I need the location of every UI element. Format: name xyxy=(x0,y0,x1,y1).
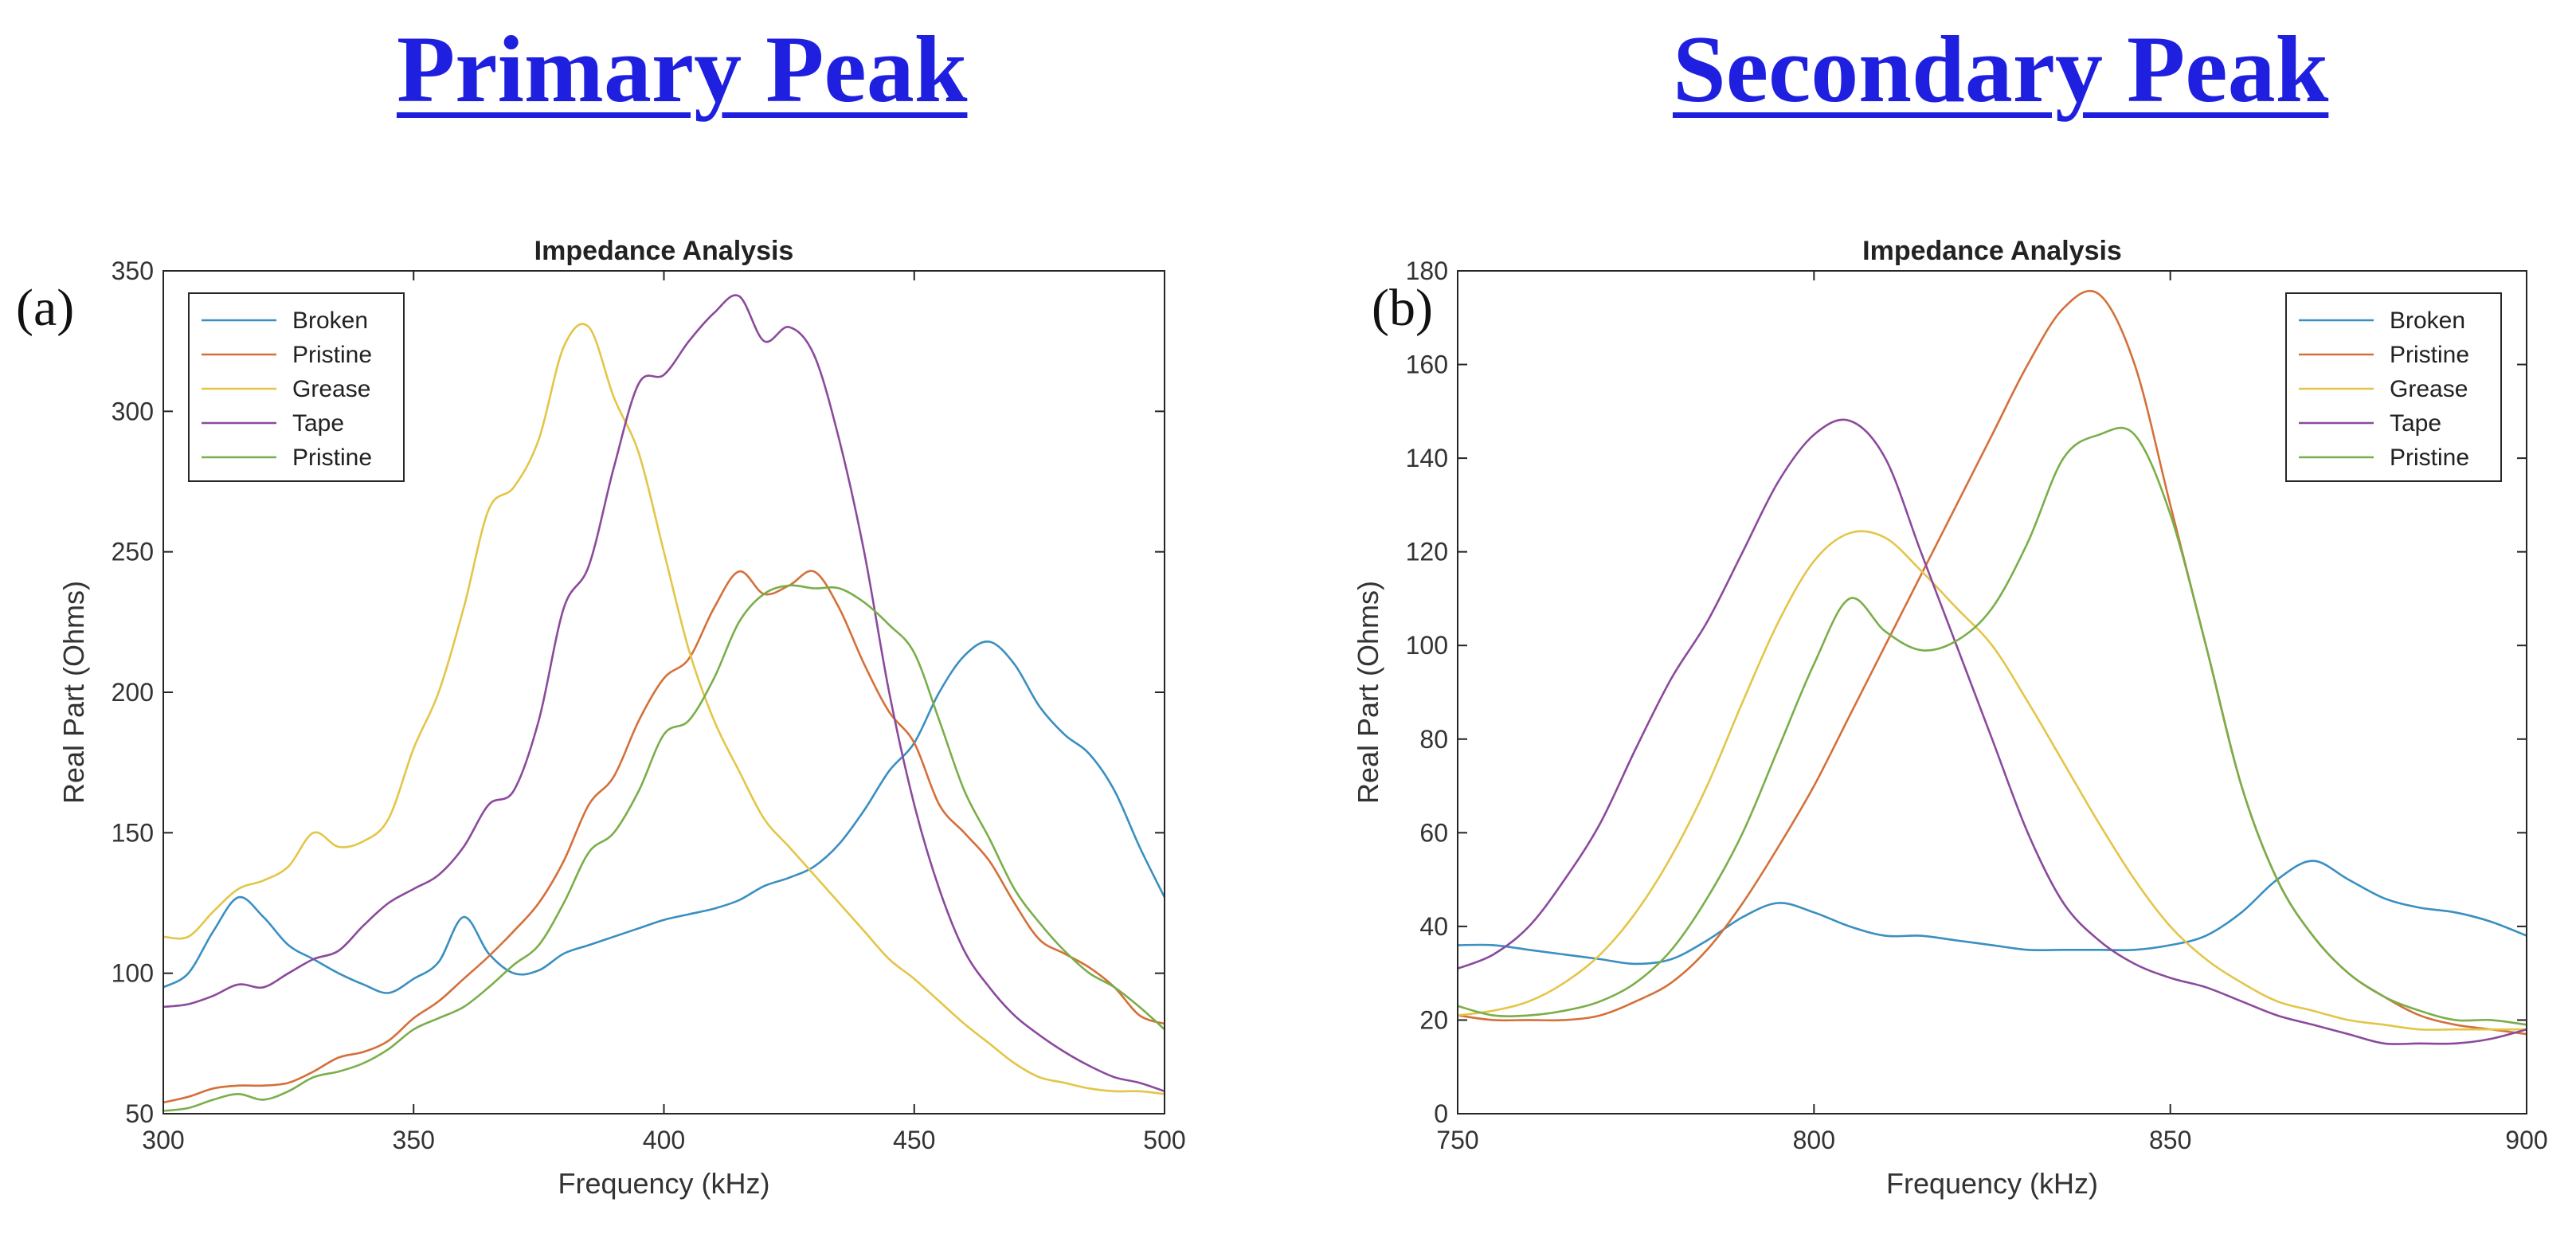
primary-peak-heading: Primary Peak xyxy=(397,16,968,122)
series-line-tape xyxy=(1458,418,2527,1045)
y-axis-label: Real Part (Ohms) xyxy=(1352,581,1384,804)
y-tick-label: 100 xyxy=(112,959,154,988)
y-tick-label: 140 xyxy=(1406,444,1448,472)
y-tick-label: 100 xyxy=(1406,631,1448,660)
x-tick-label: 900 xyxy=(2505,1126,2547,1154)
series-line-pristine-2 xyxy=(1458,426,2527,1026)
legend-entry: Pristine xyxy=(292,342,372,368)
y-tick-label: 80 xyxy=(1419,725,1448,754)
x-axis-label: Frequency (kHz) xyxy=(1886,1167,2098,1200)
y-tick-label: 200 xyxy=(112,678,154,707)
legend-entry: Grease xyxy=(292,376,370,402)
y-tick-label: 350 xyxy=(112,257,154,285)
x-tick-label: 350 xyxy=(393,1126,435,1154)
y-tick-label: 50 xyxy=(125,1099,154,1128)
legend-entry: Broken xyxy=(292,308,368,334)
y-tick-label: 250 xyxy=(112,538,154,566)
x-tick-label: 450 xyxy=(893,1126,935,1154)
y-tick-label: 20 xyxy=(1419,1005,1448,1034)
y-tick-label: 160 xyxy=(1406,351,1448,379)
series-line-pristine xyxy=(163,570,1165,1104)
x-tick-label: 400 xyxy=(643,1126,685,1154)
y-tick-label: 120 xyxy=(1406,538,1448,566)
series-line-grease xyxy=(163,323,1165,1095)
legend-entry: Pristine xyxy=(2390,445,2469,471)
series-line-tape xyxy=(163,294,1165,1093)
legend: Broken Pristine Grease Tape Pristine xyxy=(2285,292,2502,482)
series-line-broken xyxy=(163,641,1165,994)
legend-entry: Broken xyxy=(2390,308,2465,334)
x-tick-label: 300 xyxy=(142,1126,184,1154)
series-line-pristine-2 xyxy=(163,584,1165,1112)
legend-entry: Tape xyxy=(292,410,344,437)
legend-entry: Pristine xyxy=(292,445,372,471)
series-line-grease xyxy=(1458,530,2527,1031)
y-tick-label: 150 xyxy=(112,818,154,847)
series-line-broken xyxy=(1458,860,2527,966)
y-tick-label: 300 xyxy=(112,397,154,425)
panel-label: (a) xyxy=(16,279,74,337)
y-axis-label: Real Part (Ohms) xyxy=(57,581,90,804)
legend-box xyxy=(188,292,405,482)
legend-box xyxy=(2285,292,2502,482)
secondary-peak-heading: Secondary Peak xyxy=(1673,16,2329,122)
legend-entry: Tape xyxy=(2390,410,2441,437)
x-axis-label: Frequency (kHz) xyxy=(558,1167,769,1200)
chart-b: 750 800 850 900 0 20 40 60 80 100 120 140 160 180 Impe… xyxy=(1352,236,2548,1200)
y-tick-label: 0 xyxy=(1434,1099,1448,1128)
axes-frame xyxy=(1457,270,2527,1115)
legend: Broken Pristine Grease Tape Pristine xyxy=(188,292,405,482)
panel-label: (b) xyxy=(1372,279,1433,337)
chart-title: Impedance Analysis xyxy=(534,236,794,266)
chart-title: Impedance Analysis xyxy=(1862,236,2122,266)
x-tick-label: 800 xyxy=(1793,1126,1835,1154)
y-tick-label: 60 xyxy=(1419,818,1448,847)
y-tick-label: 40 xyxy=(1419,912,1448,941)
legend-entry: Pristine xyxy=(2390,342,2469,368)
chart-a: 300 350 400 450 500 50 100 150 200 250 300 350 Imped… xyxy=(16,236,1186,1200)
x-tick-label: 750 xyxy=(1436,1126,1478,1154)
x-tick-label: 850 xyxy=(2149,1126,2191,1154)
legend-entry: Grease xyxy=(2390,376,2468,402)
y-tick-label: 180 xyxy=(1406,257,1448,285)
x-tick-label: 500 xyxy=(1143,1126,1185,1154)
